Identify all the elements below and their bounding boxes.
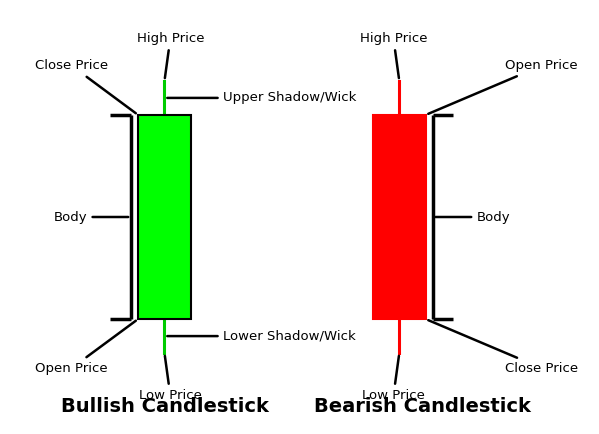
Text: Lower Shadow/Wick: Lower Shadow/Wick [167, 329, 356, 342]
Text: Close Price: Close Price [35, 59, 136, 113]
Bar [138, 115, 191, 319]
Text: Upper Shadow/Wick: Upper Shadow/Wick [167, 92, 356, 105]
Text: Body: Body [53, 210, 128, 224]
Text: High Price: High Price [137, 32, 204, 78]
Text: Low Price: Low Price [362, 356, 425, 402]
Text: Low Price: Low Price [139, 356, 202, 402]
Text: Open Price: Open Price [35, 321, 136, 375]
Text: High Price: High Price [359, 32, 427, 78]
Text: Bullish Candlestick: Bullish Candlestick [60, 397, 268, 416]
Text: Body: Body [435, 210, 510, 224]
Bar [373, 115, 426, 319]
Text: Close Price: Close Price [428, 320, 578, 375]
Text: Open Price: Open Price [428, 59, 577, 114]
Text: Bearish Candlestick: Bearish Candlestick [314, 397, 531, 416]
